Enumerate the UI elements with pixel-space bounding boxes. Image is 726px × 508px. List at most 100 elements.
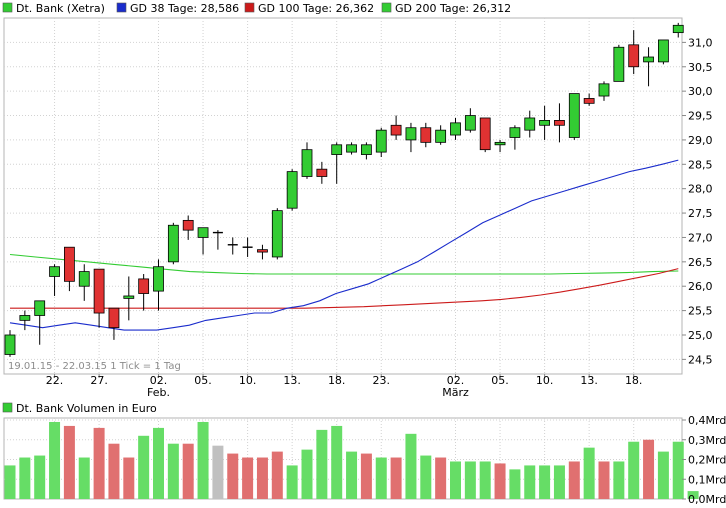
candle (464, 108, 476, 133)
candle (420, 122, 432, 148)
x-tick-label: 05. (491, 374, 509, 387)
volume-bar (78, 457, 90, 499)
volume-bar (19, 457, 31, 499)
candle-body (509, 127, 521, 138)
candle (49, 264, 60, 296)
volume-bar (568, 461, 580, 499)
candle (167, 222, 179, 265)
price-tick-label: 25,5 (688, 305, 713, 318)
candle-body (78, 271, 90, 287)
candle (568, 93, 580, 140)
volume-bar (509, 469, 521, 499)
volume-bar (286, 465, 298, 499)
volume-bar (153, 427, 164, 499)
candle (598, 81, 610, 101)
candle-body (450, 122, 461, 136)
price-tick-label: 26,0 (688, 280, 713, 293)
candle (346, 142, 357, 155)
candle-body (405, 127, 417, 141)
candle (78, 264, 90, 301)
candle (509, 125, 521, 150)
volume-bar (49, 421, 61, 499)
candle-body (479, 117, 491, 151)
volume-bar (167, 443, 179, 499)
volume-bar (583, 447, 595, 499)
gd200-line (9, 253, 679, 275)
gd38-line (9, 159, 679, 331)
candle-body (108, 307, 120, 329)
price-tick-label: 28,0 (688, 183, 713, 196)
candle (658, 39, 669, 65)
candle (227, 237, 238, 255)
gd100-path (10, 268, 679, 309)
candle (672, 22, 684, 38)
volume-bar (687, 491, 699, 499)
volume-bar (657, 451, 669, 499)
candle (212, 230, 223, 250)
candle (257, 244, 268, 260)
volume-bar (108, 443, 120, 499)
candle-body (554, 120, 565, 126)
volume-y-axis: 0,0Mrd 0,1Mrd 0,2Mrd 0,3Mrd 0,4Mrd (682, 414, 726, 506)
candle (108, 307, 120, 340)
volume-bar (613, 461, 625, 499)
candle-body (375, 129, 387, 153)
volume-tick-label: 0,3Mrd (688, 434, 726, 447)
candle (405, 122, 417, 153)
legend-swatch-dtbank (2, 2, 13, 13)
candle-body (583, 98, 595, 104)
volume-panel-frame (3, 417, 683, 500)
legend-swatch-gd100 (244, 2, 255, 13)
candle-body (316, 168, 328, 177)
candle-body (19, 315, 31, 321)
candle (153, 259, 164, 311)
volume-bar (4, 465, 16, 499)
candle (435, 125, 447, 145)
x-month-label: Feb. (147, 386, 170, 399)
x-tick-label: 18. (625, 374, 643, 387)
price-panel-frame (3, 17, 683, 375)
candle-body (628, 44, 640, 68)
gd100-line (10, 268, 679, 309)
volume-tick-label: 0,1Mrd (688, 473, 726, 486)
candle-body (197, 227, 209, 238)
price-tick-label: 29,0 (688, 134, 713, 147)
volume-bar (524, 465, 536, 499)
legend-swatch-gd200 (381, 2, 392, 13)
volume-bar (643, 439, 655, 499)
x-tick-label: 13. (580, 374, 598, 387)
volume-bar (450, 461, 461, 499)
candle-body (301, 149, 313, 177)
candle (138, 274, 150, 311)
volume-bar (539, 465, 551, 499)
volume-tick-label: 0,0Mrd (688, 493, 726, 506)
candle-body (93, 268, 105, 314)
candle (643, 47, 654, 87)
price-tick-label: 28,5 (688, 158, 713, 171)
candle-body (34, 300, 46, 316)
volume-tick-label: 0,4Mrd (688, 414, 726, 427)
price-tick-label: 27,5 (688, 207, 713, 220)
candle-body (420, 127, 432, 143)
price-tick-label: 31,0 (688, 36, 713, 49)
candle (316, 161, 328, 184)
candle-body (64, 246, 75, 282)
candles (4, 22, 684, 357)
volume-legend-label: Dt. Bank Volumen in Euro (16, 402, 157, 415)
range-note: 19.01.15 - 22.03.15 1 Tick = 1 Tag (8, 361, 181, 372)
candle (524, 110, 536, 138)
volume-bar (435, 457, 447, 499)
candle (613, 44, 625, 82)
volume-bar (331, 425, 343, 499)
price-tick-label: 24,5 (688, 353, 713, 366)
volume-bar (360, 453, 372, 499)
candle-body (539, 120, 550, 126)
volume-bar (316, 429, 328, 499)
candle-body (672, 24, 684, 34)
volume-bar (197, 421, 209, 499)
candle-body (643, 56, 654, 63)
x-month-label: März (442, 386, 469, 399)
candle-body (153, 266, 164, 292)
